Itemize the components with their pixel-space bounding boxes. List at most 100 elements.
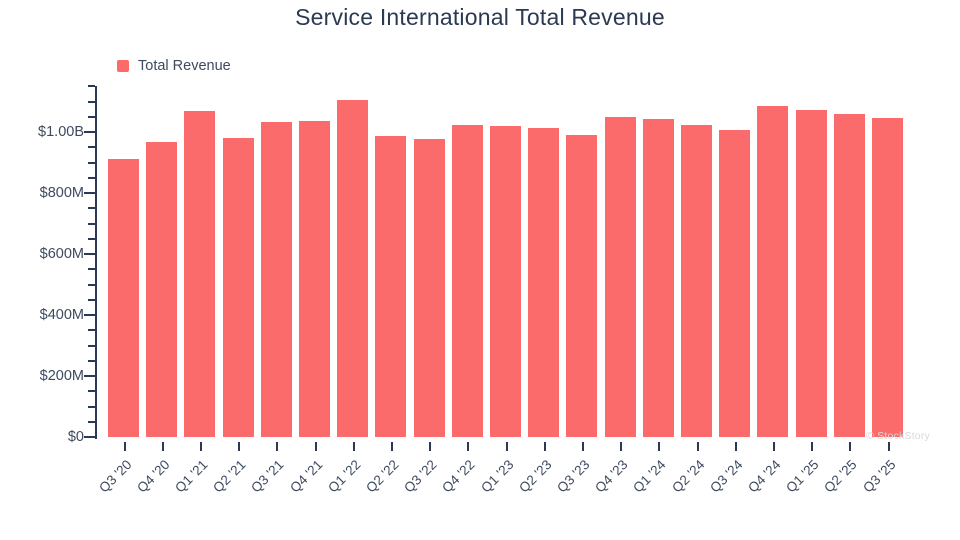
y-tick-minor <box>88 298 95 301</box>
x-tick <box>658 442 661 451</box>
y-tick-major <box>84 436 95 438</box>
x-tick <box>238 442 241 451</box>
y-tick-minor <box>88 344 95 347</box>
bar[interactable] <box>719 129 751 437</box>
x-tick <box>161 442 164 451</box>
x-tick-label: Q4 '24 <box>745 457 784 496</box>
bar[interactable] <box>604 117 636 437</box>
y-tick-minor <box>88 359 95 362</box>
x-tick-label: Q2 '25 <box>821 457 860 496</box>
bar[interactable] <box>528 128 560 437</box>
x-tick-label: Q3 '25 <box>859 457 899 496</box>
y-tick-minor <box>88 85 95 88</box>
bar[interactable] <box>375 135 407 437</box>
bar[interactable] <box>299 121 330 437</box>
bar[interactable] <box>566 135 598 437</box>
y-tick-minor <box>88 329 95 332</box>
y-tick-label: $1.00B <box>38 124 84 140</box>
x-tick-label: Q4 '21 <box>286 457 326 496</box>
x-tick <box>199 442 202 451</box>
y-tick-minor <box>88 115 95 118</box>
x-tick <box>314 442 317 451</box>
bar[interactable] <box>108 159 139 437</box>
bar[interactable] <box>681 124 712 437</box>
x-tick <box>276 442 279 451</box>
bar[interactable] <box>337 99 369 437</box>
x-tick <box>352 442 355 451</box>
x-tick <box>811 442 814 451</box>
y-tick-label: $600M <box>39 246 84 262</box>
y-tick-minor <box>88 161 95 164</box>
y-tick-minor <box>88 420 95 423</box>
x-tick <box>390 442 393 451</box>
watermark: © StockStory <box>866 430 930 442</box>
bar[interactable] <box>872 117 903 437</box>
bar[interactable] <box>757 106 789 437</box>
y-tick-minor <box>88 176 95 179</box>
y-tick-major <box>84 192 95 194</box>
x-tick <box>849 442 852 451</box>
y-tick-minor <box>88 207 95 210</box>
x-tick <box>696 442 699 451</box>
bar[interactable] <box>222 138 254 437</box>
x-tick-label: Q3 '23 <box>554 457 593 496</box>
x-tick-label: Q3 '24 <box>706 457 746 496</box>
x-tick-label: Q1 '24 <box>630 457 669 496</box>
x-tick <box>467 442 470 451</box>
x-tick-label: Q4 '20 <box>133 457 173 496</box>
legend-swatch-total-revenue <box>117 60 129 72</box>
y-tick-label: $800M <box>39 185 84 201</box>
bar[interactable] <box>451 124 483 437</box>
x-tick-label: Q4 '22 <box>439 457 478 496</box>
x-tick <box>620 442 623 451</box>
bar[interactable] <box>490 125 521 437</box>
x-tick-label: Q1 '25 <box>783 457 822 496</box>
x-tick <box>772 442 775 451</box>
bar[interactable] <box>413 139 445 437</box>
x-tick-label: Q2 '22 <box>363 457 402 496</box>
bar[interactable] <box>184 110 216 437</box>
y-tick-label: $400M <box>39 307 84 323</box>
y-tick-minor <box>88 268 95 271</box>
y-tick-major <box>84 375 95 377</box>
bar[interactable] <box>833 114 865 437</box>
y-axis-line <box>95 86 97 439</box>
x-tick-label: Q3 '20 <box>95 457 135 496</box>
x-tick-label: Q1 '23 <box>477 457 517 496</box>
x-tick-label: Q1 '21 <box>172 457 211 496</box>
bar[interactable] <box>146 142 178 437</box>
y-tick-minor <box>88 100 95 103</box>
y-tick-label: $0 <box>67 429 84 445</box>
x-tick <box>581 442 584 451</box>
x-tick-label: Q3 '22 <box>401 457 440 496</box>
bar[interactable] <box>642 118 674 437</box>
y-axis-labels: $0 $200M $400M $600M $800M $1.00B <box>0 0 84 540</box>
y-tick-label: $200M <box>39 368 84 384</box>
y-tick-minor <box>88 146 95 149</box>
x-tick-label: Q4 '23 <box>592 457 631 496</box>
y-tick-minor <box>88 237 95 240</box>
y-tick-minor <box>88 390 95 393</box>
x-tick <box>543 442 546 451</box>
chart-legend: Total Revenue <box>117 58 231 74</box>
legend-label-total-revenue: Total Revenue <box>138 58 231 74</box>
y-tick-major <box>84 131 95 133</box>
y-tick-major <box>84 253 95 255</box>
chart-title: Service International Total Revenue <box>295 4 665 30</box>
bar[interactable] <box>795 110 827 437</box>
x-tick <box>887 442 890 451</box>
x-tick <box>734 442 737 451</box>
x-tick-label: Q1 '22 <box>324 457 364 496</box>
y-tick-major <box>84 314 95 316</box>
bar[interactable] <box>260 121 292 437</box>
x-tick <box>429 442 432 451</box>
x-tick-label: Q3 '21 <box>248 457 287 496</box>
y-tick-minor <box>88 405 95 408</box>
y-tick-minor <box>88 283 95 286</box>
x-tick <box>123 442 126 451</box>
x-tick-label: Q2 '24 <box>668 457 708 496</box>
y-tick-minor <box>88 222 95 225</box>
x-tick <box>505 442 508 451</box>
